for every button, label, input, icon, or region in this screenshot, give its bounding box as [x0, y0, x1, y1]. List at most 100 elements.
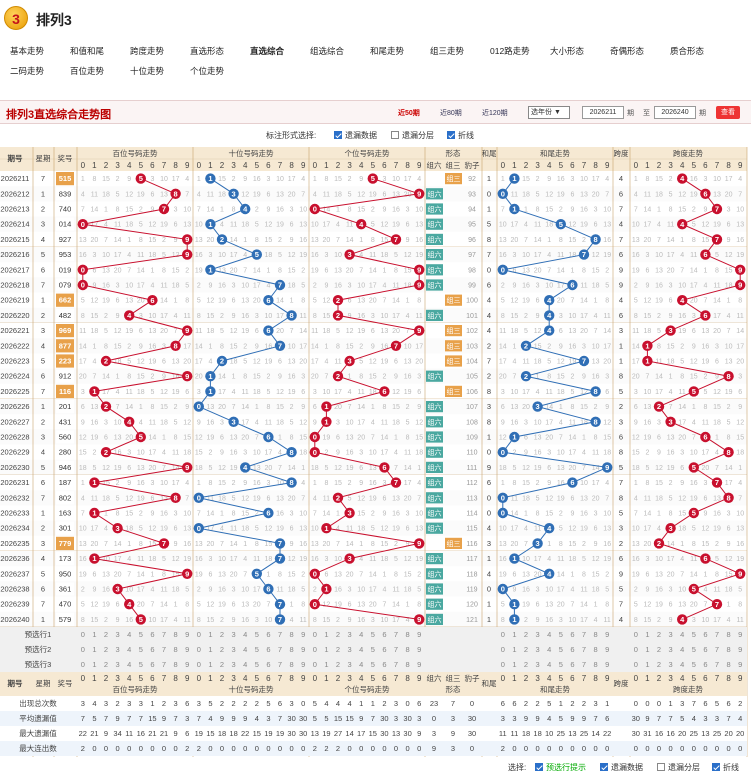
- stats-value: 0: [470, 699, 474, 708]
- ball-digit: 3: [669, 326, 673, 335]
- xt-mark: [426, 598, 443, 610]
- period-link-50[interactable]: 近50期: [398, 110, 420, 117]
- missing-value: 6: [394, 359, 398, 366]
- missing-value: 3: [645, 556, 649, 563]
- stats-value: 19: [276, 729, 284, 738]
- preselect-row[interactable]: [0, 627, 747, 642]
- nav-item[interactable]: 组三走势: [430, 46, 465, 56]
- missing-value: 5: [116, 191, 120, 198]
- missing-value: 17: [632, 359, 640, 366]
- missing-value: 19: [580, 222, 588, 229]
- issue-cell: 2026222: [0, 341, 29, 350]
- option-missing-layer[interactable]: 遗漏分层: [391, 130, 434, 141]
- missing-value: 11: [569, 419, 576, 426]
- option-missing-data[interactable]: 遗漏数据: [334, 130, 377, 141]
- missing-value: 11: [358, 389, 365, 396]
- missing-value: 19: [632, 571, 640, 578]
- issue-cell: 2026233: [0, 509, 29, 518]
- missing-value: 12: [79, 435, 87, 442]
- digit-header: 5: [371, 161, 376, 170]
- nav-item[interactable]: 二码走势: [10, 66, 45, 76]
- nav-item[interactable]: 基本走势: [10, 46, 45, 56]
- missing-value: 17: [265, 450, 273, 457]
- from-issue-input[interactable]: 2026211: [582, 106, 624, 119]
- ball-digit: 3: [669, 417, 673, 426]
- missing-value: 2: [150, 374, 154, 381]
- missing-value: 16: [557, 480, 565, 487]
- ge-ball: [344, 355, 355, 367]
- missing-value: 9: [174, 237, 178, 244]
- missing-value: 6: [324, 267, 328, 274]
- missing-value: 10: [725, 343, 733, 350]
- missing-value: 18: [404, 587, 412, 594]
- kd-cell: 7: [619, 205, 623, 214]
- missing-value: 18: [241, 222, 249, 229]
- nav-item[interactable]: 组选综合: [310, 46, 345, 56]
- nav-item[interactable]: 百位走势: [70, 66, 105, 76]
- stats-value: 0: [382, 744, 386, 753]
- nav-item[interactable]: 直选综合: [250, 46, 285, 56]
- missing-value: 10: [632, 222, 640, 229]
- footer-option-preselect[interactable]: 预选行提示: [535, 762, 586, 773]
- missing-value: 16: [195, 556, 203, 563]
- missing-value: 8: [81, 617, 85, 624]
- nav-item[interactable]: 质合形态: [670, 46, 705, 56]
- missing-value: 14: [644, 511, 652, 518]
- missing-value: 6: [605, 389, 609, 396]
- missing-value: 20: [346, 267, 354, 274]
- nav-item[interactable]: 十位走势: [130, 66, 165, 76]
- missing-value: 18: [207, 328, 215, 335]
- footer-option-missing[interactable]: 遗漏数据: [600, 762, 643, 773]
- missing-value: 1: [278, 435, 282, 442]
- ball-digit: 8: [174, 341, 178, 350]
- nav-item[interactable]: 和值和尾: [70, 46, 105, 56]
- missing-value: 16: [125, 617, 133, 624]
- preselect-row[interactable]: [0, 657, 747, 672]
- nav-item[interactable]: 奇偶形态: [610, 46, 645, 56]
- nav-item[interactable]: 跨度走势: [130, 46, 165, 56]
- ball-digit: 0: [501, 189, 505, 198]
- ge-ball: [309, 203, 320, 215]
- missing-value: 10: [499, 526, 507, 533]
- missing-value: 4: [382, 283, 386, 290]
- missing-value: 13: [667, 435, 675, 442]
- missing-value: 5: [301, 283, 305, 290]
- ball-digit: 4: [547, 311, 552, 320]
- option-polyline[interactable]: 折线: [447, 130, 474, 141]
- missing-value: 3: [657, 419, 661, 426]
- query-button[interactable]: 查看: [716, 106, 740, 119]
- footer-option-layer[interactable]: 遗漏分层: [657, 762, 700, 773]
- missing-value: 13: [736, 222, 744, 229]
- missing-value: 12: [545, 495, 553, 502]
- nav-item[interactable]: 个位走势: [190, 66, 225, 76]
- missing-value: 13: [580, 191, 588, 198]
- missing-value: 16: [499, 556, 507, 563]
- missing-value: 12: [241, 495, 249, 502]
- missing-value: 2: [570, 374, 574, 381]
- missing-value: 16: [253, 176, 261, 183]
- missing-value: 3: [150, 480, 154, 487]
- missing-value: 19: [125, 328, 133, 335]
- stats-value: 9: [536, 714, 540, 723]
- missing-value: 16: [230, 450, 238, 457]
- nav-item[interactable]: 大小形态: [550, 46, 585, 56]
- preselect-row[interactable]: [0, 642, 747, 657]
- missing-value: 6: [220, 435, 224, 442]
- nav-item[interactable]: 012路走势: [490, 46, 530, 56]
- missing-value: 2: [104, 617, 108, 624]
- week-cell: 2: [41, 311, 45, 320]
- missing-value: 9: [512, 283, 516, 290]
- to-issue-input[interactable]: 2026240: [654, 106, 696, 119]
- col-kdz: 跨度走势: [673, 148, 703, 158]
- period-link-120[interactable]: 近120期: [482, 110, 508, 117]
- missing-value: 16: [580, 511, 588, 518]
- nav-item[interactable]: 和尾走势: [370, 46, 405, 56]
- footer-option-line[interactable]: 折线: [712, 762, 739, 773]
- stats-value: 30: [403, 714, 411, 723]
- year-select[interactable]: 选年份 ▼: [528, 106, 570, 119]
- period-link-80[interactable]: 近80期: [440, 110, 462, 117]
- missing-value: 20: [241, 435, 249, 442]
- missing-value: 19: [276, 222, 284, 229]
- nav-item[interactable]: 直选形态: [190, 46, 225, 56]
- prize-bg: [56, 491, 74, 505]
